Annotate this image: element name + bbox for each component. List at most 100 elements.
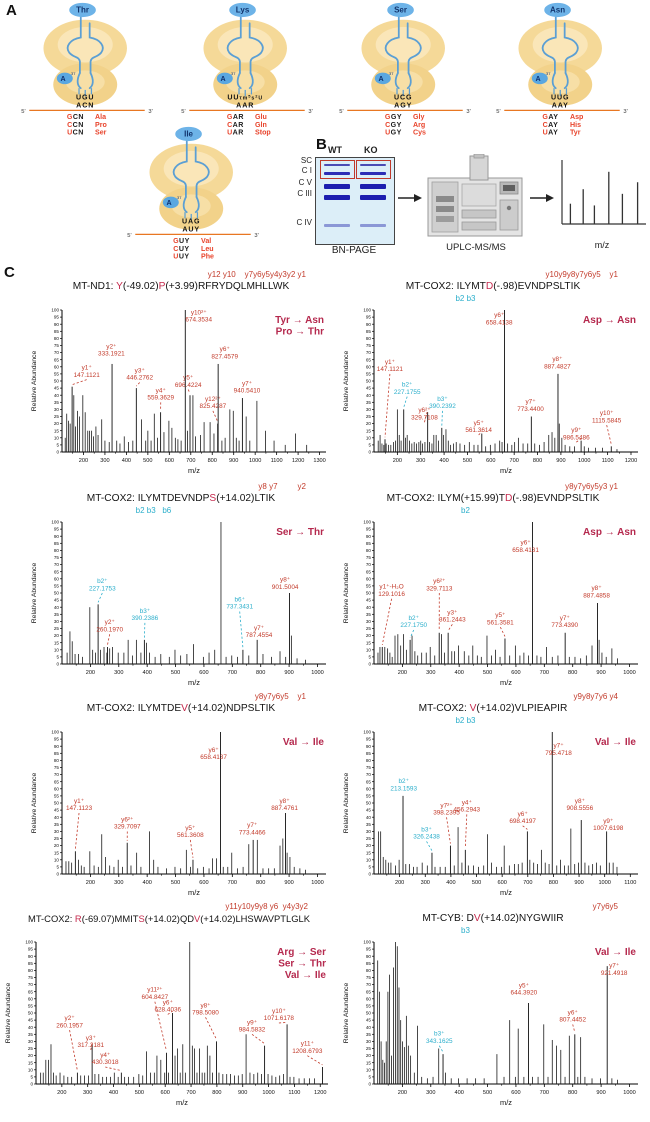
svg-text:40: 40 bbox=[28, 1025, 34, 1030]
svg-text:1000: 1000 bbox=[262, 1090, 274, 1096]
svg-text:b3⁺: b3⁺ bbox=[434, 1031, 444, 1038]
svg-text:329.7108: 329.7108 bbox=[411, 414, 438, 421]
svg-text:20: 20 bbox=[366, 633, 372, 638]
gel-row-cv-label: C V bbox=[298, 178, 312, 187]
svg-text:75: 75 bbox=[366, 975, 372, 980]
svg-text:30: 30 bbox=[54, 619, 60, 624]
svg-text:85: 85 bbox=[366, 751, 372, 756]
svg-text:430.3018: 430.3018 bbox=[92, 1059, 119, 1066]
bn-page-gel bbox=[315, 157, 395, 245]
svg-text:Cys: Cys bbox=[413, 129, 426, 137]
spectrum-plot: 0 5 10 15 20 25 30 35 40 45 50 55 60 65 70 75 80 85 90 95 10… bbox=[340, 516, 646, 688]
svg-text:UAY: UAY bbox=[543, 129, 559, 137]
svg-text:Ile: Ile bbox=[184, 130, 193, 139]
gel-row-civ-label: C IV bbox=[296, 218, 312, 227]
svg-text:45: 45 bbox=[28, 1018, 34, 1023]
svg-text:200: 200 bbox=[393, 458, 402, 464]
svg-text:y10⁺: y10⁺ bbox=[272, 1008, 286, 1015]
panel-c-label: C bbox=[4, 264, 15, 281]
svg-text:45: 45 bbox=[54, 808, 60, 813]
ms-spectrum-panel-mt-cox2-3: y8y7y6y5y3 y1 MT-COX2: ILYM(+15.99)TD(-.… bbox=[340, 482, 646, 688]
svg-text:Stop: Stop bbox=[255, 129, 271, 137]
svg-text:25: 25 bbox=[366, 626, 372, 631]
svg-text:1007.6198: 1007.6198 bbox=[593, 825, 624, 832]
svg-text:795.4718: 795.4718 bbox=[545, 750, 572, 757]
svg-text:3': 3' bbox=[623, 109, 627, 115]
svg-text:227.1755: 227.1755 bbox=[394, 389, 421, 396]
svg-text:A: A bbox=[220, 75, 225, 83]
svg-text:70: 70 bbox=[54, 772, 60, 777]
svg-text:1115.5845: 1115.5845 bbox=[592, 417, 622, 424]
svg-text:65: 65 bbox=[54, 357, 60, 362]
svg-text:ACN: ACN bbox=[76, 102, 94, 110]
svg-text:UGU: UGU bbox=[76, 94, 94, 102]
svg-text:361.2443: 361.2443 bbox=[439, 617, 466, 624]
y-ion-annotation: y8y7y6y5y3 y1 bbox=[565, 482, 618, 491]
svg-text:900: 900 bbox=[596, 670, 605, 676]
svg-text:1200: 1200 bbox=[314, 1090, 326, 1096]
svg-text:y7⁺: y7⁺ bbox=[254, 625, 264, 632]
svg-text:900: 900 bbox=[556, 458, 565, 464]
svg-text:70: 70 bbox=[366, 562, 372, 567]
svg-text:674.3534: 674.3534 bbox=[185, 316, 212, 323]
svg-text:317.2181: 317.2181 bbox=[77, 1042, 104, 1049]
svg-text:700: 700 bbox=[540, 1090, 549, 1096]
b-ion-annotation: b3 bbox=[461, 926, 470, 935]
svg-text:40: 40 bbox=[54, 393, 60, 398]
gel-band bbox=[324, 164, 350, 166]
svg-text:500: 500 bbox=[143, 458, 152, 464]
spectrum-svg: 0 5 10 15 20 25 30 35 40 45 50 55 60 65 70 75 80 85 90 95 10… bbox=[31, 308, 326, 475]
svg-text:A: A bbox=[60, 75, 65, 83]
svg-text:773.4466: 773.4466 bbox=[239, 829, 266, 836]
svg-text:y10⁺: y10⁺ bbox=[600, 410, 614, 417]
svg-text:1071.6178: 1071.6178 bbox=[264, 1015, 295, 1022]
svg-text:100: 100 bbox=[363, 940, 371, 945]
svg-text:40: 40 bbox=[366, 815, 372, 820]
svg-text:Tyr: Tyr bbox=[570, 129, 581, 137]
svg-text:25: 25 bbox=[28, 1046, 34, 1051]
svg-text:900: 900 bbox=[238, 1090, 247, 1096]
gel-row-sc-label: SC bbox=[300, 156, 312, 165]
svg-text:UUτm5s2U: UUτm5s2U bbox=[227, 93, 263, 101]
svg-text:85: 85 bbox=[366, 329, 372, 334]
svg-text:5: 5 bbox=[56, 655, 59, 660]
svg-text:5': 5' bbox=[21, 109, 25, 115]
svg-text:60: 60 bbox=[28, 996, 34, 1001]
svg-text:95: 95 bbox=[54, 737, 60, 742]
svg-text:900: 900 bbox=[284, 880, 293, 886]
svg-text:20: 20 bbox=[366, 1053, 372, 1058]
svg-text:800: 800 bbox=[549, 880, 558, 886]
svg-text:85: 85 bbox=[54, 329, 60, 334]
svg-text:Val → Ile: Val → Ile bbox=[283, 737, 325, 748]
svg-text:b3⁺: b3⁺ bbox=[421, 826, 431, 833]
svg-text:5: 5 bbox=[368, 655, 371, 660]
svg-text:UUY: UUY bbox=[173, 253, 189, 261]
svg-text:60: 60 bbox=[366, 576, 372, 581]
svg-text:Relative Abundance: Relative Abundance bbox=[31, 563, 38, 624]
svg-text:y2⁺: y2⁺ bbox=[106, 343, 116, 350]
svg-text:75: 75 bbox=[54, 765, 60, 770]
b-ion-annotation bbox=[0, 716, 306, 726]
peptide-title: MT-COX2: V(+14.02)VLPIEAPIR bbox=[418, 703, 568, 714]
svg-text:UCN: UCN bbox=[67, 129, 84, 137]
svg-text:390.2392: 390.2392 bbox=[429, 403, 456, 410]
svg-text:y1⁺: y1⁺ bbox=[82, 365, 92, 372]
svg-text:696.4224: 696.4224 bbox=[175, 382, 202, 389]
svg-text:b2⁺: b2⁺ bbox=[398, 778, 408, 785]
svg-text:y1⁺: y1⁺ bbox=[385, 359, 395, 366]
svg-text:15: 15 bbox=[28, 1060, 34, 1065]
svg-text:y8⁺: y8⁺ bbox=[200, 1002, 210, 1009]
svg-text:887.4827: 887.4827 bbox=[544, 363, 571, 370]
svg-text:15: 15 bbox=[54, 850, 60, 855]
svg-text:Relative Abundance: Relative Abundance bbox=[343, 773, 350, 834]
svg-text:Ala: Ala bbox=[95, 113, 106, 121]
svg-text:65: 65 bbox=[366, 989, 372, 994]
svg-text:908.5556: 908.5556 bbox=[566, 805, 593, 812]
svg-text:CUY: CUY bbox=[173, 245, 189, 253]
svg-text:75: 75 bbox=[366, 555, 372, 560]
svg-text:90: 90 bbox=[366, 322, 372, 327]
svg-text:m/z: m/z bbox=[500, 888, 512, 897]
svg-text:Asp → Asn: Asp → Asn bbox=[583, 315, 636, 326]
svg-text:95: 95 bbox=[366, 315, 372, 320]
